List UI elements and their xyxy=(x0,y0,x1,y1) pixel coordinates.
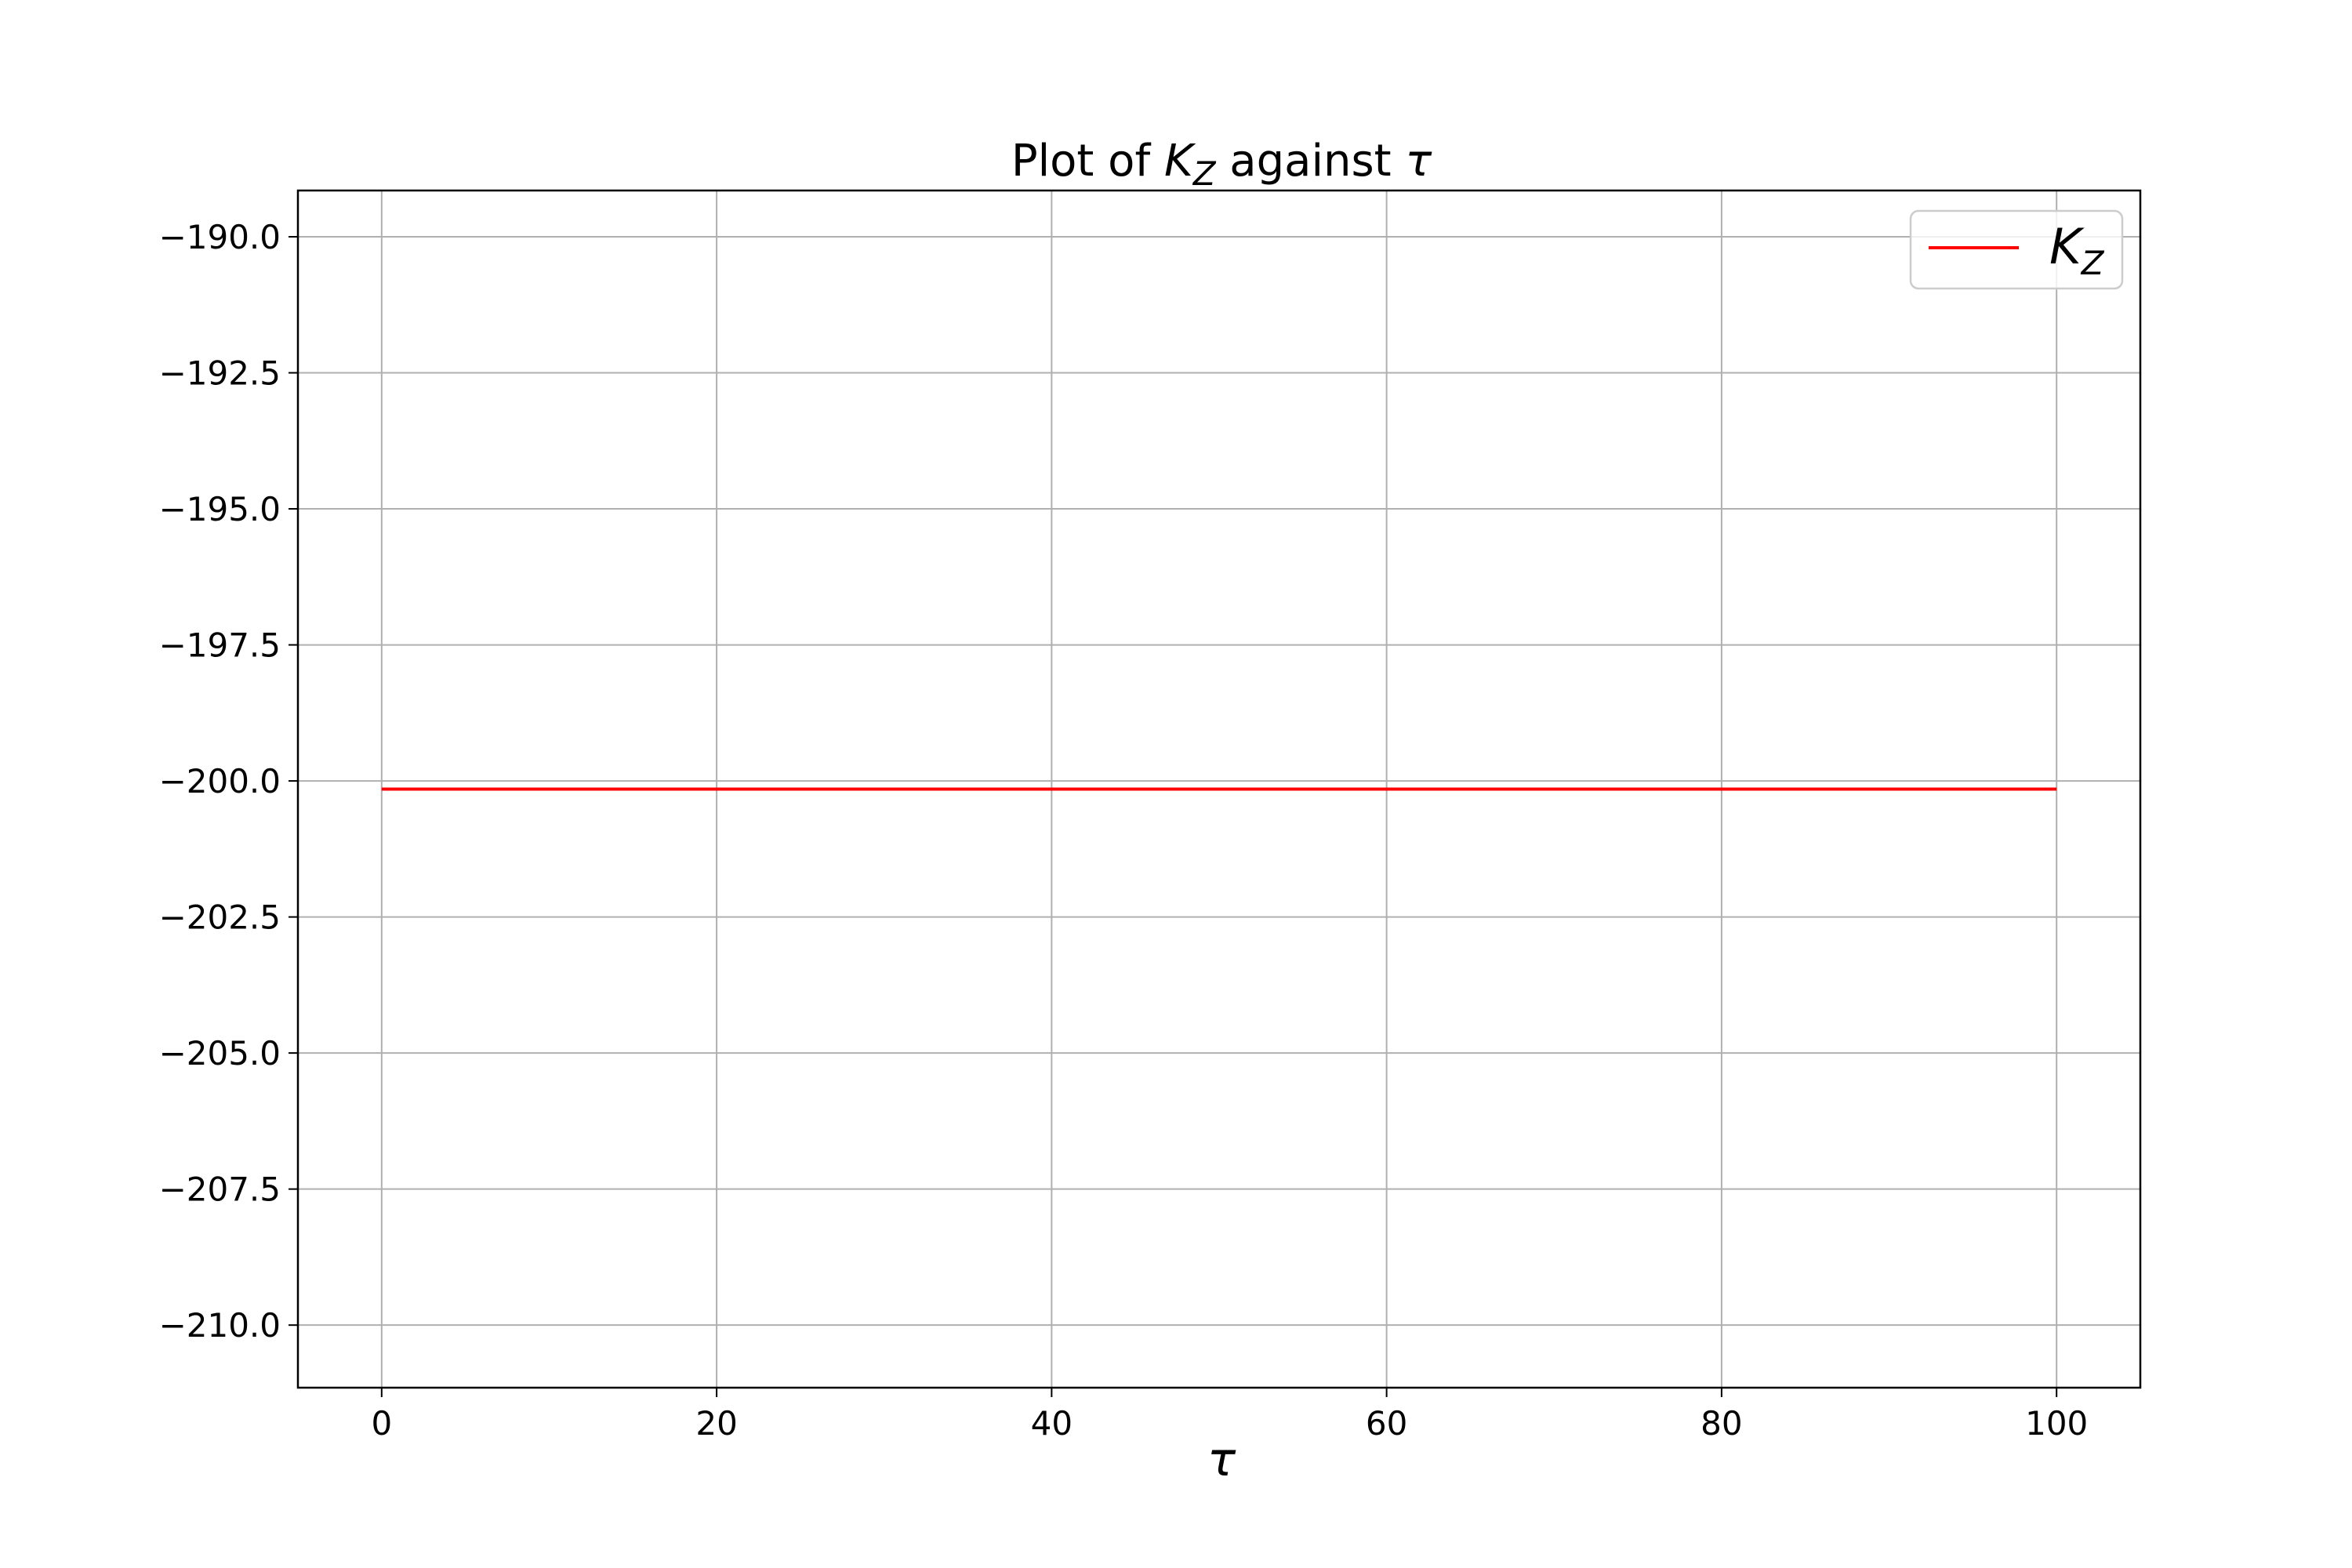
title-subscript: Z xyxy=(1192,154,1217,193)
x-tick-label: 80 xyxy=(1700,1404,1742,1443)
x-axis: 0 20 40 60 80 100 xyxy=(371,1388,2088,1443)
y-tick-label: −205.0 xyxy=(159,1034,281,1073)
legend-box xyxy=(1909,209,2124,290)
y-axis: −190.0 −192.5 −195.0 −197.5 −200.0 −202.5 −205… xyxy=(159,218,298,1345)
grid xyxy=(298,191,2140,1388)
x-axis-label: τ xyxy=(1207,1432,1236,1487)
plot-area-frame xyxy=(296,189,2142,1389)
y-tick-label: −210.0 xyxy=(159,1306,281,1345)
legend-label-symbol: K xyxy=(2049,218,2085,275)
y-tick-label: −197.5 xyxy=(159,626,281,665)
y-tick-label: −200.0 xyxy=(159,762,281,800)
y-tick-label: −190.0 xyxy=(159,218,281,256)
title-prefix: Plot of xyxy=(1011,136,1164,187)
y-tick-label: −202.5 xyxy=(159,898,281,937)
title-variable: τ xyxy=(1405,136,1432,187)
y-tick-label: −207.5 xyxy=(159,1171,281,1209)
x-tick-label: 20 xyxy=(695,1404,737,1443)
x-tick-label: 100 xyxy=(2025,1404,2088,1443)
x-tick-label: 40 xyxy=(1031,1404,1073,1443)
legend: KZ xyxy=(1909,209,2124,290)
title-middle: against xyxy=(1215,136,1405,187)
title-symbol: K xyxy=(1164,136,1196,187)
y-tick-label: −195.0 xyxy=(159,490,281,528)
legend-label: KZ xyxy=(2049,218,2105,282)
chart-title: Plot of KZ against τ xyxy=(1011,136,1432,193)
x-tick-label: 0 xyxy=(371,1404,392,1443)
y-tick-label: −192.5 xyxy=(159,354,281,393)
legend-label-subscript: Z xyxy=(2081,244,2105,282)
x-tick-label: 60 xyxy=(1366,1404,1407,1443)
